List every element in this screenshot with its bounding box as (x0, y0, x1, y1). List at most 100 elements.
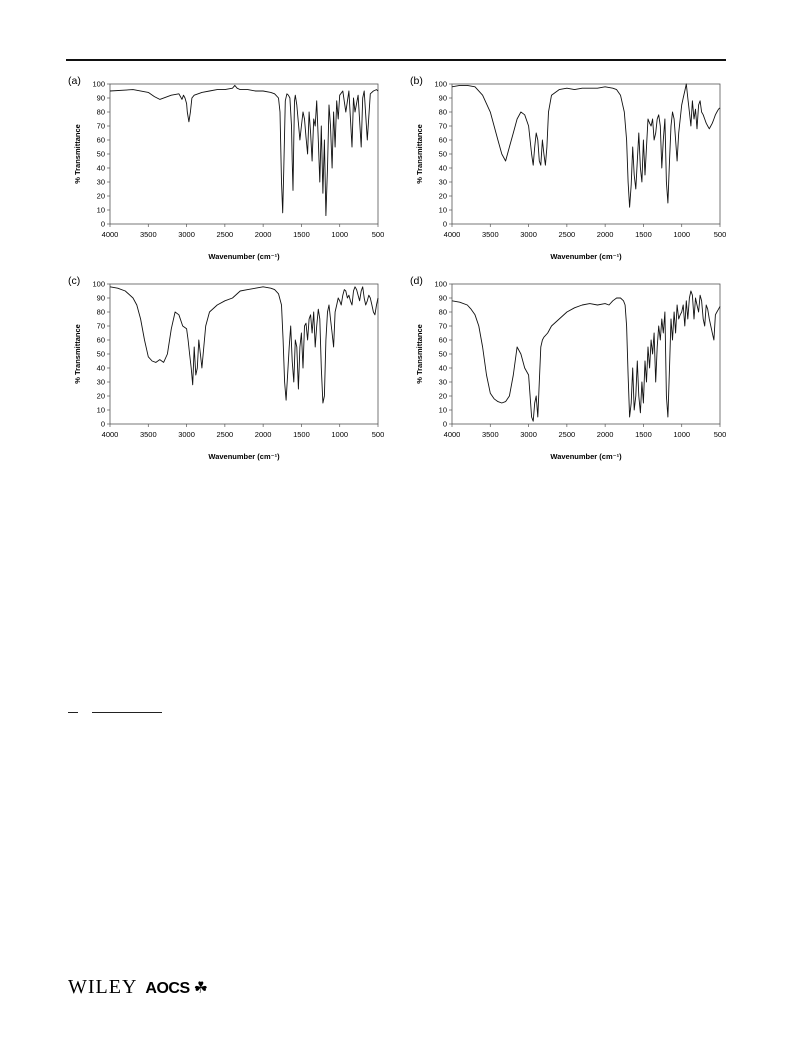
spectrum-line (109, 84, 379, 217)
y-tick-label: 80 (439, 108, 447, 117)
y-tick-label: 50 (439, 350, 447, 359)
x-tick-label: 3000 (520, 430, 537, 439)
y-tick-label: 30 (439, 378, 447, 387)
y-tick-label: 20 (97, 192, 105, 201)
y-tick-label: 0 (443, 420, 447, 429)
y-axis-title: % Transmittance (73, 324, 82, 384)
spectrum-chart: (a) 0 10 20 30 40 50 60 70 80 90 100 4000 3500 3000 250… (68, 75, 385, 261)
spectrum-chart: (d) 0 10 20 30 40 50 60 70 80 90 100 4000 3500 3000 250… (410, 275, 727, 461)
x-tick-label: 1000 (331, 230, 348, 239)
y-tick-label: 40 (439, 364, 447, 373)
x-tick-label: 1500 (635, 230, 652, 239)
ir-spectrum-panel-d: (d) 0 10 20 30 40 50 60 70 80 90 100 4000 3500 3000 250… (404, 272, 744, 472)
x-tick-label: 1500 (293, 430, 310, 439)
y-tick-label: 80 (97, 308, 105, 317)
wiley-logo: WILEY (68, 976, 137, 999)
x-tick-label: 2500 (217, 230, 234, 239)
y-tick-label: 80 (439, 308, 447, 317)
plot-frame (109, 83, 379, 225)
spectrum-line (451, 83, 721, 208)
y-tick-label: 10 (439, 206, 447, 215)
y-tick-label: 90 (97, 94, 105, 103)
publisher-footer: WILEY AOCS ☘ (68, 976, 208, 999)
y-tick-label: 70 (439, 322, 447, 331)
plot-frame (451, 283, 721, 425)
y-tick-label: 50 (97, 150, 105, 159)
y-tick-label: 10 (439, 406, 447, 415)
x-tick-label: 500 (372, 430, 385, 439)
x-axis-title: Wavenumber (cm⁻¹) (550, 452, 622, 461)
ir-spectrum-panel-a: (a) 0 10 20 30 40 50 60 70 80 90 100 4000 3500 3000 250… (62, 72, 402, 272)
spectrum-line (109, 286, 379, 404)
x-tick-label: 2500 (559, 230, 576, 239)
y-tick-label: 10 (97, 406, 105, 415)
x-tick-label: 4000 (444, 230, 461, 239)
spectrum-line (451, 290, 721, 422)
y-tick-label: 100 (92, 80, 105, 89)
x-tick-label: 1000 (673, 430, 690, 439)
top-rule (66, 59, 726, 61)
y-tick-label: 100 (434, 280, 447, 289)
y-axis-title: % Transmittance (415, 124, 424, 184)
x-tick-label: 4000 (102, 230, 119, 239)
y-tick-label: 20 (97, 392, 105, 401)
y-tick-label: 50 (97, 350, 105, 359)
y-tick-label: 0 (101, 220, 105, 229)
y-tick-label: 40 (97, 164, 105, 173)
panel-label: (b) (410, 75, 423, 87)
x-tick-label: 3000 (178, 430, 195, 439)
x-tick-label: 1500 (293, 230, 310, 239)
y-tick-label: 30 (439, 178, 447, 187)
spectrum-chart: (b) 0 10 20 30 40 50 60 70 80 90 100 4000 3500 3000 250… (410, 75, 726, 261)
y-axis-title: % Transmittance (73, 124, 82, 184)
x-tick-label: 2000 (255, 230, 272, 239)
ir-spectrum-panel-b: (b) 0 10 20 30 40 50 60 70 80 90 100 4000 3500 3000 250… (404, 72, 744, 272)
x-tick-label: 3000 (520, 230, 537, 239)
y-tick-label: 90 (439, 294, 447, 303)
y-tick-label: 50 (439, 150, 447, 159)
society-name: AOCS (145, 980, 190, 997)
panel-label: (c) (68, 275, 80, 287)
x-tick-label: 2500 (559, 430, 576, 439)
x-axis-title: Wavenumber (cm⁻¹) (208, 452, 280, 461)
x-tick-label: 3500 (482, 430, 499, 439)
y-tick-label: 60 (439, 336, 447, 345)
plot-frame (451, 83, 721, 225)
x-axis-title: Wavenumber (cm⁻¹) (208, 252, 280, 261)
y-tick-label: 100 (434, 80, 447, 89)
y-tick-label: 20 (439, 192, 447, 201)
footnote-rule (92, 712, 162, 713)
x-tick-label: 4000 (102, 430, 119, 439)
y-tick-label: 80 (97, 108, 105, 117)
x-tick-label: 2000 (255, 430, 272, 439)
y-tick-label: 60 (439, 136, 447, 145)
footnote-rule-short (68, 712, 78, 713)
x-tick-label: 3500 (140, 430, 157, 439)
aocs-symbol-icon: ☘ (193, 980, 208, 997)
y-axis-title: % Transmittance (415, 324, 424, 384)
y-tick-label: 70 (439, 122, 447, 131)
panel-label: (d) (410, 275, 423, 287)
x-tick-label: 3000 (178, 230, 195, 239)
x-tick-label: 2000 (597, 430, 614, 439)
y-tick-label: 100 (92, 280, 105, 289)
y-tick-label: 60 (97, 336, 105, 345)
y-tick-label: 0 (443, 220, 447, 229)
x-tick-label: 500 (372, 230, 385, 239)
y-tick-label: 20 (439, 392, 447, 401)
x-tick-label: 500 (714, 430, 727, 439)
panel-label: (a) (68, 75, 81, 87)
x-tick-label: 1000 (331, 430, 348, 439)
ir-spectrum-panel-c: (c) 0 10 20 30 40 50 60 70 80 90 100 4000 3500 3000 250… (62, 272, 402, 472)
spectrum-chart: (c) 0 10 20 30 40 50 60 70 80 90 100 4000 3500 3000 250… (68, 275, 385, 461)
y-tick-label: 90 (439, 94, 447, 103)
aocs-logo: AOCS ☘ (145, 978, 208, 998)
y-tick-label: 90 (97, 294, 105, 303)
y-tick-label: 70 (97, 122, 105, 131)
y-tick-label: 40 (97, 364, 105, 373)
publisher-name: WILEY (68, 976, 138, 998)
y-tick-label: 40 (439, 164, 447, 173)
y-tick-label: 10 (97, 206, 105, 215)
y-tick-label: 60 (97, 136, 105, 145)
x-axis-title: Wavenumber (cm⁻¹) (550, 252, 622, 261)
